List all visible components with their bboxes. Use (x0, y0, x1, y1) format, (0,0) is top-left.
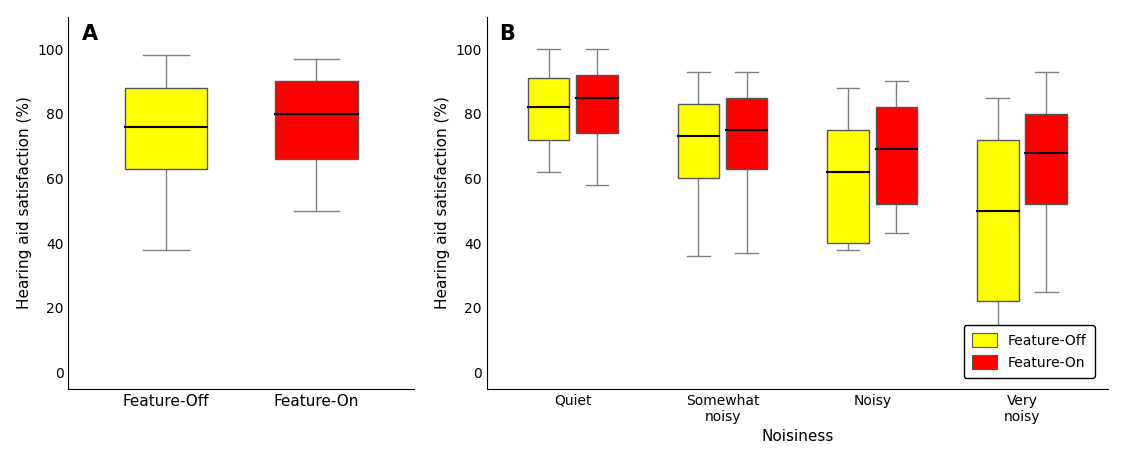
Bar (827, 130, 868, 243)
Bar (677, 104, 719, 178)
Bar (1025, 114, 1066, 204)
Bar (528, 78, 569, 140)
Bar (978, 140, 1018, 301)
X-axis label: Noisiness: Noisiness (762, 429, 834, 444)
Y-axis label: Hearing aid satisfaction (%): Hearing aid satisfaction (%) (434, 96, 450, 309)
Bar (875, 107, 917, 204)
Bar (726, 98, 767, 169)
Legend: Feature-Off, Feature-On: Feature-Off, Feature-On (964, 325, 1095, 378)
Bar (125, 88, 207, 169)
Text: A: A (82, 24, 98, 44)
Bar (274, 82, 358, 159)
Text: B: B (500, 24, 515, 44)
Bar (576, 75, 618, 133)
Y-axis label: Hearing aid satisfaction (%): Hearing aid satisfaction (%) (17, 96, 32, 309)
